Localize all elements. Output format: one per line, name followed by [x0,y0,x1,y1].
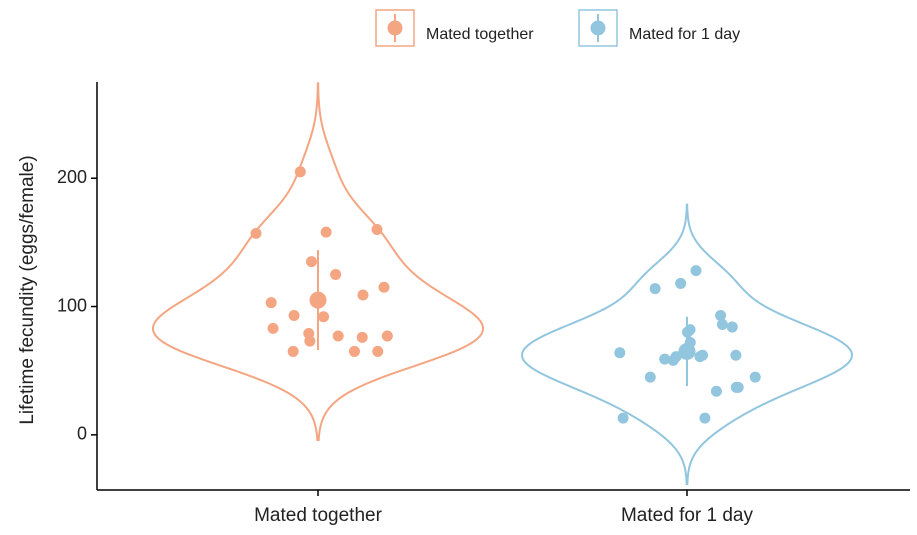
x-tick-label: Mated for 1 day [621,505,754,526]
y-tick-label: 0 [77,424,87,444]
y-tick-label: 200 [57,167,87,187]
data-point [303,327,315,339]
data-point [749,371,761,383]
data-point [675,277,687,289]
data-point [356,331,368,343]
data-point [305,256,317,268]
data-point [348,345,360,357]
data-point [378,281,390,293]
mean-point [678,342,696,360]
data-point [644,371,656,383]
data-point [357,289,369,301]
data-point [320,226,332,238]
data-point [287,345,299,357]
data-point [730,349,742,361]
data-point [697,349,709,361]
data-point [371,224,383,236]
data-point [318,311,330,323]
legend-label: Mated together [426,26,534,43]
data-point [715,310,727,322]
data-point [614,347,626,359]
x-tick-label: Mated together [254,505,382,526]
legend-key-point [387,20,403,36]
y-axis-label: Lifetime fecundity (eggs/female) [17,155,38,424]
mean-point [309,291,327,309]
data-point [330,268,342,280]
data-point [730,381,742,393]
data-point [617,412,629,424]
y-tick-label: 100 [57,295,87,315]
legend-key [375,9,415,47]
data-point [372,345,384,357]
legend-key [578,9,618,47]
data-point [649,283,661,295]
data-point [381,330,393,342]
data-point [699,412,711,424]
data-point [716,318,728,330]
data-point [288,310,300,322]
legend-key-point [590,20,606,36]
data-point [267,322,279,334]
data-point [726,321,738,333]
violin-outline [520,203,854,486]
data-point [250,227,262,239]
data-point [710,385,722,397]
data-point [332,330,344,342]
data-point [659,353,671,365]
violin-outline [151,82,485,441]
data-point [265,297,277,309]
legend-label: Mated for 1 day [629,26,740,43]
data-point [690,265,702,277]
data-point [294,166,306,178]
